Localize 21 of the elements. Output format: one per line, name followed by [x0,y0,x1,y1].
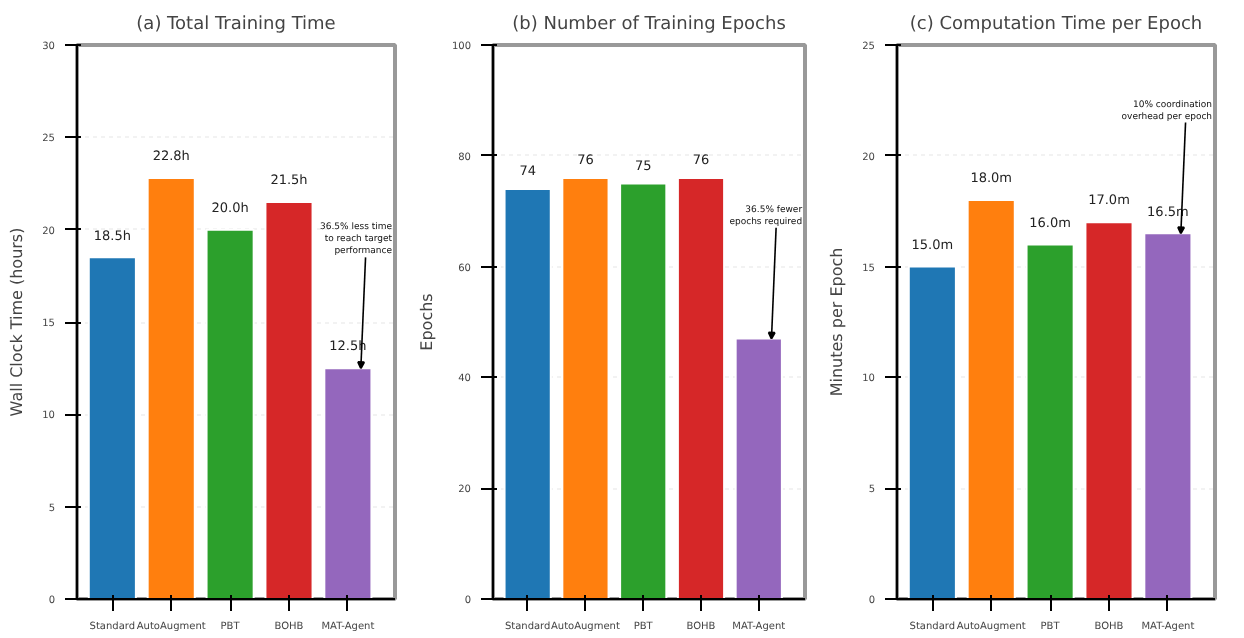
bar [1025,243,1075,599]
bar [1084,221,1134,599]
bar [734,337,783,599]
chart-title: (a) Total Training Time [136,15,337,35]
bar [966,199,1016,599]
bar [619,182,668,599]
bar [87,256,137,599]
bar [676,176,726,599]
bar [264,200,314,599]
y-axis-title: Wall Clock Time (hours) [8,227,27,417]
y-axis-title: Epochs [417,293,436,351]
bar [146,176,196,599]
y-axis-title: Minutes per Epoch [828,247,847,397]
bar [205,228,255,599]
bar [907,265,957,599]
bar [1143,232,1193,599]
chart-title: (c) Computation Time per Epoch [909,15,1203,35]
chart-title: (b) Number of Training Epochs [512,15,787,35]
bar [561,176,610,599]
bar [503,188,552,599]
bar [323,367,373,599]
